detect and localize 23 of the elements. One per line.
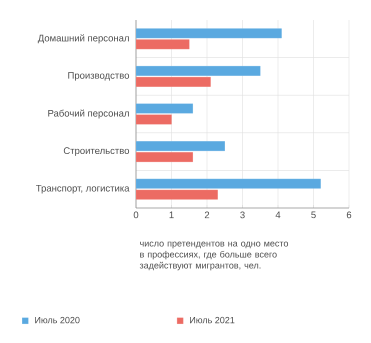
bar <box>136 66 260 76</box>
y-tick-label: Рабочий персонал <box>48 109 129 119</box>
bar <box>136 76 211 87</box>
x-tick-label: 1 <box>170 212 174 218</box>
bar <box>136 152 193 162</box>
bar <box>136 104 193 114</box>
x-tick-label: 6 <box>346 212 352 218</box>
y-tick-label: Производство <box>68 72 130 81</box>
legend-label: Июль 2021 <box>190 316 234 324</box>
x-axis-title: число претендентов на одно место в профессиях, где больше всего задействуют мигрантов, чел. <box>140 242 288 270</box>
x-tick-label: 0 <box>134 212 138 218</box>
bar <box>136 141 225 152</box>
x-tick-label: 4 <box>276 212 280 218</box>
legend-label: Июль 2020 <box>35 316 80 324</box>
x-tick-label: 3 <box>240 212 245 218</box>
bar <box>136 178 321 189</box>
y-tick-label: Домашний персонал <box>38 34 129 44</box>
y-tick-label: Строительство <box>64 147 130 156</box>
y-tick-label: Транспорт, логистика <box>36 184 130 194</box>
bar <box>136 28 282 38</box>
bar <box>136 114 172 124</box>
x-tick-label: 2 <box>204 212 210 218</box>
x-tick-label: 5 <box>311 212 316 218</box>
